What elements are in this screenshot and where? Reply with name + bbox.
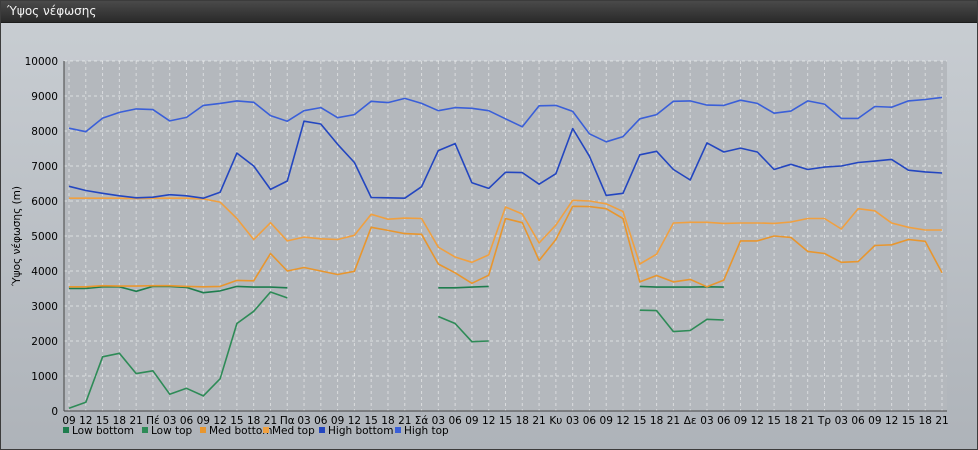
y-tick-label: 8000 — [31, 126, 58, 138]
x-tick-label: 12 — [482, 415, 495, 427]
x-tick-label: 21 — [801, 415, 814, 427]
legend-swatch — [319, 427, 325, 433]
x-tick-label: 15 — [633, 415, 646, 427]
x-tick-label: Δε — [684, 415, 697, 427]
legend-label: Med bottom — [209, 425, 273, 437]
y-tick-label: 4000 — [31, 266, 58, 278]
series-line-high-top — [68, 96, 943, 143]
x-tick-label: 18 — [784, 415, 797, 427]
y-tick-label: 9000 — [31, 91, 58, 103]
series-line-low-bottom — [639, 285, 724, 288]
x-tick-label: 12 — [616, 415, 629, 427]
y-tick-label: 7000 — [31, 161, 58, 173]
legend-swatch — [263, 427, 269, 433]
x-tick-label: 12 — [79, 415, 92, 427]
series-line-med-top — [69, 197, 942, 265]
y-tick-label: 10000 — [25, 56, 58, 68]
series-line-low-bottom — [69, 285, 288, 294]
x-tick-label: 18 — [516, 415, 529, 427]
x-tick-label: 09 — [62, 415, 75, 427]
legend-label: Low top — [151, 425, 193, 437]
x-tick-label: 21 — [398, 415, 411, 427]
legend-swatch — [200, 427, 206, 433]
legend-swatch — [142, 427, 148, 433]
x-tick-label: 15 — [365, 415, 378, 427]
x-tick-label: 06 — [180, 415, 194, 427]
x-tick-label: 12 — [885, 415, 898, 427]
x-tick-label: 03 — [297, 415, 310, 427]
x-tick-label: 18 — [247, 415, 260, 427]
y-tick-label: 0 — [51, 406, 58, 418]
x-tick-label: 03 — [835, 415, 848, 427]
x-tick-label: 15 — [902, 415, 915, 427]
x-tick-label: 21 — [264, 415, 277, 427]
series-line-med-bottom — [69, 205, 943, 288]
x-tick-label: 06 — [314, 415, 328, 427]
series-line-low-top — [68, 291, 288, 409]
x-tick-label: 09 — [331, 415, 344, 427]
x-tick-label: 12 — [213, 415, 226, 427]
x-tick-label: 15 — [767, 415, 780, 427]
y-tick-label: 1000 — [31, 371, 58, 383]
x-tick-label: 15 — [499, 415, 512, 427]
legend-swatch — [63, 427, 69, 433]
y-tick-label: 6000 — [31, 196, 58, 208]
x-tick-label: 21 — [129, 415, 142, 427]
x-tick-label: Τρ — [817, 415, 831, 427]
x-tick-label: Πέ — [146, 415, 160, 427]
series-line-low-top — [639, 309, 724, 333]
window-title: Ύψος νέφωσης — [7, 4, 97, 18]
legend-label: High top — [404, 425, 449, 437]
x-tick-label: 15 — [96, 415, 109, 427]
x-tick-label: 06 — [717, 415, 731, 427]
x-tick-label: 21 — [532, 415, 545, 427]
x-tick-label: 12 — [348, 415, 361, 427]
legend-label: Med top — [272, 425, 315, 437]
x-tick-label: Πα — [280, 415, 295, 427]
x-tick-label: 03 — [700, 415, 713, 427]
x-tick-label: 09 — [600, 415, 613, 427]
x-tick-label: 21 — [667, 415, 680, 427]
x-tick-label: 03 — [432, 415, 445, 427]
series-line-low-top — [437, 315, 489, 343]
x-tick-label: 21 — [935, 415, 948, 427]
x-tick-label: 09 — [197, 415, 210, 427]
series-line-low-bottom — [438, 285, 489, 289]
x-tick-label: 06 — [583, 415, 597, 427]
x-tick-label: Κυ — [549, 415, 562, 427]
y-tick-label: 5000 — [31, 231, 58, 243]
title-bar: Ύψος νέφωσης — [1, 1, 977, 23]
x-tick-label: Σά — [415, 415, 429, 427]
x-tick-label: 18 — [381, 415, 394, 427]
y-tick-label: 3000 — [31, 301, 58, 313]
x-tick-label: 18 — [919, 415, 932, 427]
x-tick-label: 15 — [230, 415, 243, 427]
x-tick-label: 09 — [868, 415, 881, 427]
x-tick-label: 18 — [113, 415, 126, 427]
x-tick-label: 18 — [650, 415, 663, 427]
legend-label: High bottom — [328, 425, 393, 437]
x-tick-label: 09 — [465, 415, 478, 427]
x-tick-label: 03 — [163, 415, 176, 427]
y-tick-label: 2000 — [31, 336, 58, 348]
series-line-high-bottom — [68, 120, 943, 199]
legend-label: Low bottom — [72, 425, 134, 437]
x-tick-label: 12 — [751, 415, 764, 427]
y-axis-label: Ύψος νέφωσης (m) — [11, 186, 23, 287]
x-tick-label: 03 — [566, 415, 579, 427]
legend-swatch — [395, 427, 401, 433]
cloud-height-chart: 0 1000 2000 3000 4000 5000 6000 7000 8000 9000 100… — [11, 56, 949, 437]
x-tick-label: 06 — [448, 415, 462, 427]
x-tick-label: 09 — [734, 415, 747, 427]
x-tick-label: 06 — [851, 415, 865, 427]
